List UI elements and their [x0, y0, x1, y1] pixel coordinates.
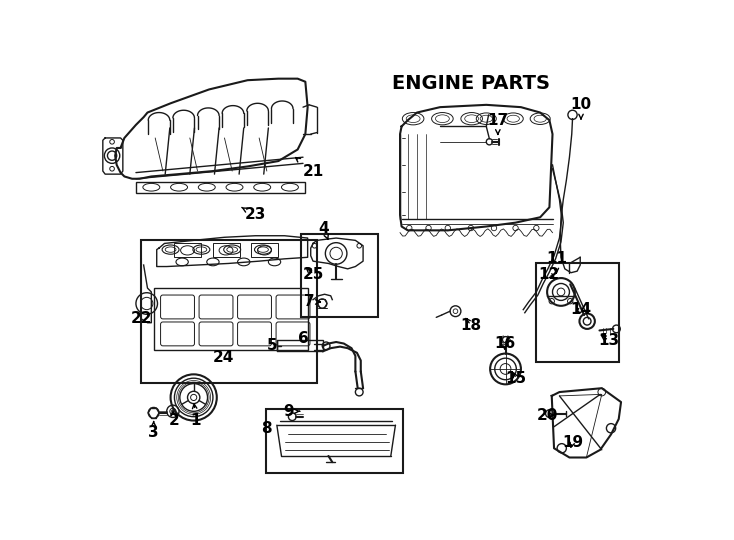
- Text: 9: 9: [283, 404, 299, 419]
- Text: 11: 11: [546, 251, 567, 273]
- Bar: [142, 240, 317, 383]
- Text: 14: 14: [570, 302, 592, 317]
- Text: ENGINE PARTS: ENGINE PARTS: [392, 74, 550, 93]
- Text: 8: 8: [261, 421, 272, 436]
- Text: 19: 19: [562, 435, 583, 450]
- Text: 21: 21: [296, 158, 324, 179]
- Bar: [153, 288, 308, 350]
- Text: 18: 18: [460, 318, 482, 333]
- Text: 25: 25: [303, 267, 324, 282]
- Bar: [213, 244, 240, 257]
- Bar: [252, 244, 278, 257]
- Text: 13: 13: [598, 333, 619, 348]
- Text: 1: 1: [191, 404, 201, 428]
- Bar: [136, 182, 305, 193]
- Text: 4: 4: [319, 221, 329, 239]
- Text: 10: 10: [570, 97, 592, 119]
- Text: 5: 5: [267, 339, 277, 353]
- Text: 12: 12: [538, 267, 559, 282]
- Text: 6: 6: [298, 330, 308, 346]
- Text: 15: 15: [506, 372, 527, 387]
- Bar: [266, 409, 403, 473]
- Bar: [537, 264, 619, 362]
- Bar: [277, 340, 323, 351]
- Bar: [302, 234, 379, 318]
- Text: 24: 24: [212, 350, 233, 365]
- Text: 3: 3: [148, 422, 159, 440]
- Bar: [175, 244, 201, 257]
- Text: 2: 2: [168, 410, 179, 428]
- Text: 16: 16: [494, 336, 515, 351]
- Text: 22: 22: [131, 312, 152, 326]
- Text: 20: 20: [537, 408, 558, 423]
- Text: 23: 23: [241, 207, 266, 222]
- Text: 17: 17: [487, 113, 509, 134]
- Text: 7: 7: [304, 294, 321, 309]
